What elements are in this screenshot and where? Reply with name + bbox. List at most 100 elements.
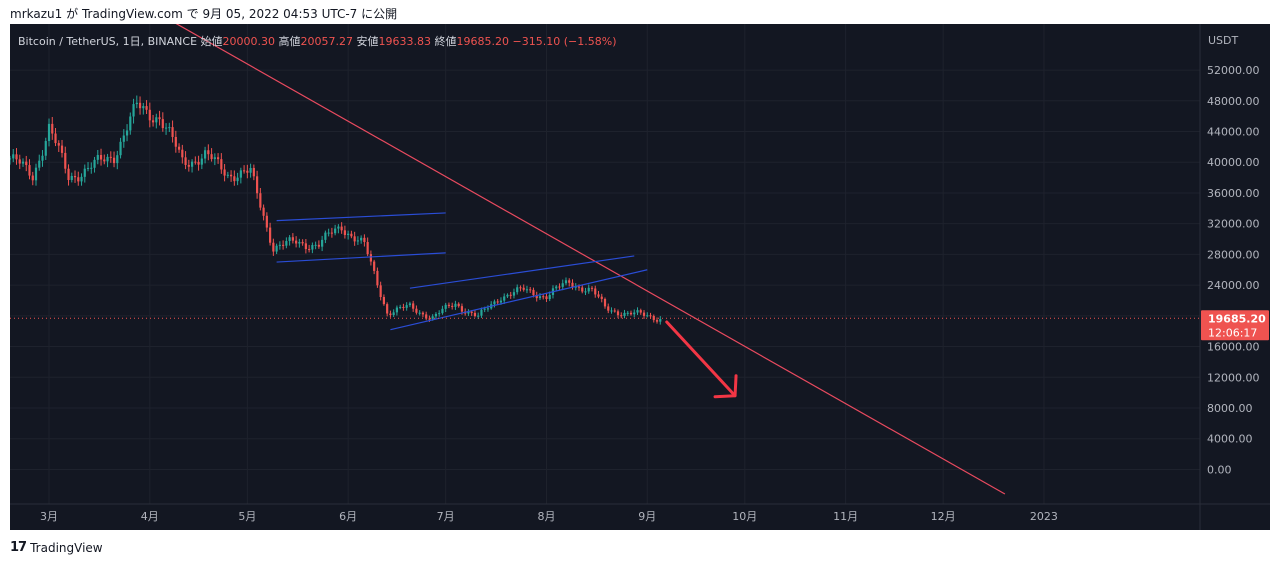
candle-body-2022-02-21 [21,161,25,164]
publish-datetime: 9月 05, 2022 04:53 UTC-7 [202,7,358,21]
candle-body-2022-07-05 [457,303,460,307]
candle-body-2022-05-26 [327,232,330,234]
candle-body-2022-06-19 [405,305,408,308]
candle-body-2022-03-18 [103,159,106,162]
candle-body-2022-04-13 [187,164,190,167]
candle-body-2022-08-26 [626,312,629,314]
candle-body-2022-08-19 [603,298,607,307]
candle-body-2022-06-17 [399,306,402,308]
chart-frame[interactable]: USDT 0.00 4000.00 8000.00 12000.00 16000.00 20… [10,24,1270,530]
candle-body-2022-04-29 [239,170,242,178]
x-tick-label-9: 12月 [931,510,956,523]
close-value: 19685.20 [456,35,510,48]
candle-body-2022-02-25 [34,167,38,181]
candle-body-2022-07-16 [493,301,496,305]
candle-body-2022-05-23 [317,244,320,247]
candle-body-2022-03-14 [90,167,93,169]
candle-body-2022-08-27 [629,312,633,315]
candle-body-2022-05-02 [249,167,252,173]
candle-body-2022-08-04 [555,286,558,289]
candle-body-2022-06-30 [441,308,444,314]
candle-body-2022-05-08 [269,227,272,243]
candle-body-2022-04-19 [207,150,210,155]
candle-body-2022-07-30 [538,296,542,299]
de-text: で [186,7,199,21]
candle-body-2022-07-08 [467,311,470,314]
candle-body-2022-08-23 [616,311,620,316]
candle-body-2022-03-04 [57,143,60,146]
candle-body-2022-08-30 [639,310,642,313]
down-arrow-head [713,374,738,399]
y-tick-label-3: 12000.00 [1207,371,1260,384]
x-tick-label-3: 6月 [339,510,357,523]
tradingview-logo[interactable]: 17 TradingView [10,540,103,555]
y-tick-label-13: 52000.00 [1207,64,1260,77]
candle-body-2022-07-11 [477,315,480,317]
candle-body-2022-04-03 [155,117,158,123]
candle-body-2022-02-17 [10,158,12,160]
candle-body-2022-04-10 [177,146,181,150]
candle-body-2022-07-24 [519,287,522,289]
y-tick-label-10: 40000.00 [1207,156,1260,169]
candle-body-2022-08-05 [558,286,561,288]
candle-body-2022-03-17 [99,155,103,160]
price-chart[interactable]: USDT 0.00 4000.00 8000.00 12000.00 16000.00 20… [10,24,1270,530]
candle-body-2022-03-10 [77,177,80,182]
symbol-info[interactable]: Bitcoin / TetherUS, 1日, BINANCE [18,35,198,48]
candle-body-2022-02-24 [31,175,34,181]
via-text: が [66,7,79,21]
candle-body-2022-05-17 [298,241,301,244]
y-tick-label-0: 0.00 [1207,463,1232,476]
y-tick-label-1: 4000.00 [1207,433,1253,446]
candle-body-2022-08-25 [623,312,626,316]
candle-body-2022-07-19 [503,296,506,301]
candle-body-2022-05-28 [334,228,337,234]
candle-body-2022-09-04 [655,320,659,322]
candle-body-2022-05-24 [321,239,324,247]
candle-body-2022-02-20 [18,159,21,164]
candle-body-2022-03-20 [109,156,112,158]
candle-body-2022-04-22 [216,157,220,160]
candle-body-2022-07-21 [509,294,512,296]
candle-body-2022-05-03 [252,167,255,177]
y-tick-label-7: 28000.00 [1207,248,1260,261]
candle-body-2022-07-27 [529,289,532,291]
candle-body-2022-07-26 [525,289,529,291]
x-tick-label-5: 8月 [537,510,555,523]
x-tick-label-7: 10月 [732,510,757,523]
candle-body-2022-07-28 [532,289,535,296]
candle-body-2022-03-16 [96,155,99,160]
candle-body-2022-03-23 [119,141,122,156]
author-name[interactable]: mrkazu1 [10,7,63,21]
candle-body-2022-07-06 [460,306,464,312]
candle-body-2022-06-25 [425,314,428,319]
candle-body-2022-05-14 [288,237,291,242]
candle-body-2022-07-17 [496,301,499,303]
candle-body-2022-06-26 [428,318,431,320]
candle-body-2022-05-05 [259,193,262,208]
candle-body-2022-04-21 [213,157,216,160]
candle-body-2022-06-29 [438,313,441,315]
candle-body-2022-04-02 [151,120,155,123]
candle-body-2022-07-25 [522,287,525,290]
tradingview-logo-text: TradingView [30,540,103,555]
candle-body-2022-07-13 [483,308,486,310]
candle-body-2022-06-22 [415,308,418,313]
candle-body-2022-06-04 [356,240,359,242]
candle-body-2022-09-05 [659,319,662,322]
candle-body-2022-05-29 [337,226,340,229]
candle-body-2022-02-26 [38,160,41,168]
candle-body-2022-04-20 [210,154,213,160]
candle-body-2022-04-30 [242,170,246,172]
candle-body-2022-08-22 [613,310,616,312]
candle-body-2022-07-09 [470,311,473,313]
candle-body-2022-06-16 [395,307,399,313]
candle-body-2022-06-28 [434,313,438,317]
candle-body-2022-08-06 [561,283,564,287]
low-value: 19633.83 [378,35,432,48]
candle-body-2022-03-09 [73,175,77,178]
tradingview-logo-icon: 17 [10,540,27,555]
candle-body-2022-05-12 [282,244,285,246]
site-name[interactable]: TradingView.com [81,7,183,21]
channel-summer-upper [409,255,635,289]
